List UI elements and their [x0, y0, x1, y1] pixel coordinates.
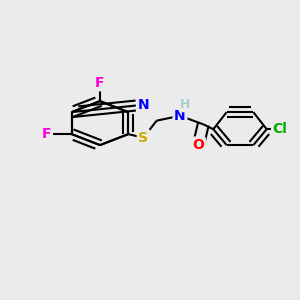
Text: H: H: [180, 98, 190, 111]
Text: N: N: [137, 98, 149, 112]
Text: Cl: Cl: [273, 122, 287, 136]
Text: O: O: [192, 138, 204, 152]
Text: F: F: [42, 127, 51, 141]
Text: S: S: [138, 131, 148, 145]
Text: F: F: [95, 76, 105, 90]
Text: N: N: [174, 109, 186, 123]
